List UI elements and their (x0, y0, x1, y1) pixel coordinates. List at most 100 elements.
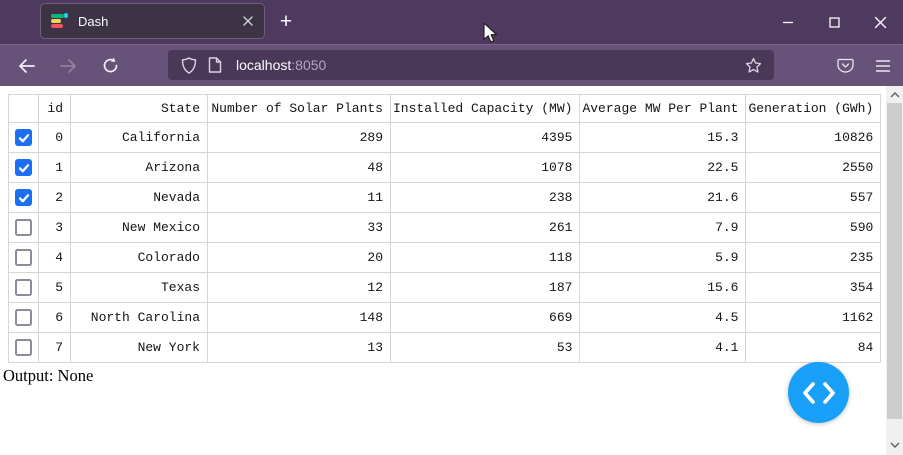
table-cell[interactable]: 2550 (745, 152, 882, 183)
table-cell[interactable]: 1 (38, 152, 71, 183)
row-select-cell (8, 212, 39, 243)
table-cell[interactable]: 235 (745, 242, 882, 273)
row-select-checkbox[interactable] (15, 339, 32, 356)
table-cell[interactable]: Texas (70, 272, 208, 303)
column-header-avg-mw: Average MW Per Plant (579, 94, 747, 123)
url-text[interactable]: localhost:8050 (236, 57, 740, 73)
column-header-plants: Number of Solar Plants (207, 94, 391, 123)
table-cell[interactable]: 7.9 (579, 212, 747, 243)
table-cell[interactable]: 21.6 (579, 182, 747, 213)
row-select-checkbox[interactable] (15, 279, 32, 296)
table-cell[interactable]: Nevada (70, 182, 208, 213)
url-bar[interactable]: localhost:8050 (168, 50, 774, 80)
table-cell[interactable]: 3 (38, 212, 71, 243)
maximize-button[interactable] (811, 0, 857, 44)
table-cell[interactable]: 5 (38, 272, 71, 303)
table-cell[interactable]: 289 (207, 122, 391, 153)
row-select-checkbox[interactable] (15, 249, 32, 266)
back-button[interactable] (12, 52, 40, 80)
row-select-checkbox[interactable] (15, 129, 32, 146)
column-header-state: State (70, 94, 208, 123)
table-cell[interactable]: 187 (389, 272, 581, 303)
browser-titlebar: Dash + (0, 0, 903, 44)
table-cell[interactable]: 1078 (389, 152, 581, 183)
table-cell[interactable]: 118 (389, 242, 581, 273)
table-cell[interactable]: 13 (207, 332, 391, 363)
menu-hamburger-icon[interactable] (869, 52, 897, 80)
table-cell[interactable]: 4395 (389, 122, 581, 153)
tab-close-icon[interactable] (242, 15, 254, 27)
table-cell[interactable]: 22.5 (579, 152, 747, 183)
table-row: 6 North Carolina 148 669 4.5 1162 (8, 302, 882, 333)
table-cell[interactable]: 15.3 (579, 122, 747, 153)
row-select-cell (8, 152, 39, 183)
row-select-checkbox[interactable] (15, 309, 32, 326)
table-cell[interactable]: 0 (38, 122, 71, 153)
table-row: 7 New York 13 53 4.1 84 (8, 332, 882, 363)
dash-favicon-icon (51, 13, 68, 29)
close-button[interactable] (857, 0, 903, 44)
column-header-generation: Generation (GWh) (745, 94, 882, 123)
row-select-cell (8, 242, 39, 273)
table-cell[interactable]: 33 (207, 212, 391, 243)
table-cell[interactable]: 5.9 (579, 242, 747, 273)
reload-button[interactable] (96, 52, 124, 80)
table-cell[interactable]: 4 (38, 242, 71, 273)
table-cell[interactable]: 4.1 (579, 332, 747, 363)
solar-data-table: id State Number of Solar Plants Installe… (8, 94, 882, 363)
table-cell[interactable]: 53 (389, 332, 581, 363)
table-cell[interactable]: 15.6 (579, 272, 747, 303)
dash-debug-menu-button[interactable] (788, 362, 849, 423)
minimize-button[interactable] (765, 0, 811, 44)
pocket-icon[interactable] (831, 52, 859, 80)
table-cell[interactable]: 11 (207, 182, 391, 213)
table-cell[interactable]: 238 (389, 182, 581, 213)
output-text: Output: None (3, 366, 94, 385)
table-cell[interactable]: 6 (38, 302, 71, 333)
row-select-cell (8, 122, 39, 153)
table-cell[interactable]: 7 (38, 332, 71, 363)
browser-tab-dash[interactable]: Dash (40, 3, 265, 39)
page-info-icon[interactable] (202, 52, 228, 78)
table-cell[interactable]: 354 (745, 272, 882, 303)
table-cell[interactable]: 12 (207, 272, 391, 303)
table-cell[interactable]: 48 (207, 152, 391, 183)
table-row: 2 Nevada 11 238 21.6 557 (8, 182, 882, 213)
row-select-cell (8, 302, 39, 333)
tab-title: Dash (78, 13, 109, 29)
table-cell[interactable]: 590 (745, 212, 882, 243)
row-select-cell (8, 182, 39, 213)
forward-button[interactable] (54, 52, 82, 80)
table-cell[interactable]: 557 (745, 182, 882, 213)
row-select-checkbox[interactable] (15, 159, 32, 176)
table-header-row: id State Number of Solar Plants Installe… (8, 94, 882, 123)
table-cell[interactable]: 1162 (745, 302, 882, 333)
table-cell[interactable]: New Mexico (70, 212, 208, 243)
bookmark-star-icon[interactable] (740, 52, 766, 78)
new-tab-button[interactable]: + (279, 10, 293, 33)
table-cell[interactable]: Colorado (70, 242, 208, 273)
table-cell[interactable]: 20 (207, 242, 391, 273)
column-header-id: id (38, 94, 71, 123)
table-cell[interactable]: 4.5 (579, 302, 747, 333)
table-row: 1 Arizona 48 1078 22.5 2550 (8, 152, 882, 183)
row-select-checkbox[interactable] (15, 219, 32, 236)
table-cell[interactable]: 84 (745, 332, 882, 363)
scroll-down-arrow[interactable] (886, 437, 903, 453)
row-select-cell (8, 272, 39, 303)
table-cell[interactable]: 2 (38, 182, 71, 213)
table-cell[interactable]: 669 (389, 302, 581, 333)
table-cell[interactable]: California (70, 122, 208, 153)
table-cell[interactable]: 261 (389, 212, 581, 243)
row-select-checkbox[interactable] (15, 189, 32, 206)
scrollbar-thumb[interactable] (887, 103, 902, 419)
table-cell[interactable]: New York (70, 332, 208, 363)
table-cell[interactable]: North Carolina (70, 302, 208, 333)
table-cell[interactable]: 148 (207, 302, 391, 333)
shield-icon[interactable] (176, 52, 202, 78)
url-port: :8050 (291, 57, 327, 73)
table-cell[interactable]: 10826 (745, 122, 882, 153)
scroll-up-arrow[interactable] (886, 87, 903, 103)
table-cell[interactable]: Arizona (70, 152, 208, 183)
table-row: 4 Colorado 20 118 5.9 235 (8, 242, 882, 273)
